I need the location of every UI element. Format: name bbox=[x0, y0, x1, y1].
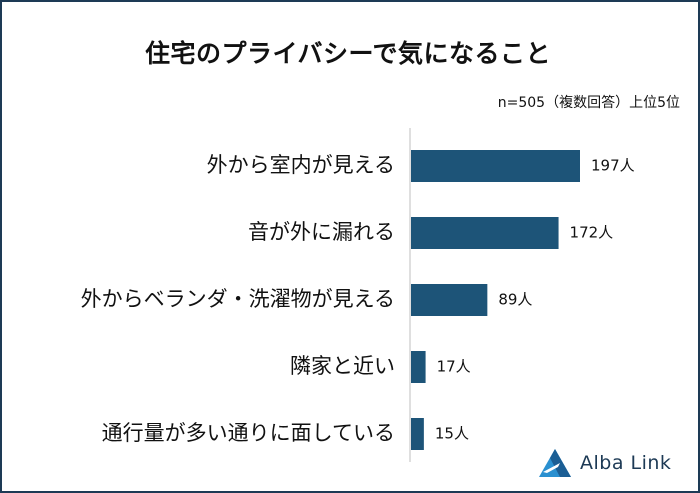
value-label: 172人 bbox=[570, 224, 614, 242]
brand-logo: Alba Link bbox=[538, 447, 671, 479]
category-label: 隣家と近い bbox=[290, 354, 395, 378]
category-label: 通行量が多い通りに面している bbox=[102, 421, 395, 445]
category-label: 外からベランダ・洗濯物が見える bbox=[81, 287, 395, 311]
brand-name: Alba Link bbox=[580, 452, 672, 474]
chart-title: 住宅のプライバシーで気になること bbox=[144, 39, 551, 68]
bar bbox=[411, 351, 426, 383]
alba-link-logo-icon bbox=[539, 449, 571, 477]
category-label: 外から室内が見える bbox=[207, 153, 395, 177]
bar bbox=[411, 150, 580, 182]
sample-note: n=505（複数回答）上位5位 bbox=[497, 95, 680, 111]
bar bbox=[411, 418, 424, 450]
bar bbox=[411, 284, 488, 316]
value-label: 89人 bbox=[498, 291, 532, 309]
value-label: 197人 bbox=[591, 157, 635, 175]
value-label: 17人 bbox=[437, 358, 471, 376]
value-label: 15人 bbox=[435, 425, 469, 443]
category-label: 音が外に漏れる bbox=[248, 220, 395, 244]
bar bbox=[411, 217, 559, 249]
